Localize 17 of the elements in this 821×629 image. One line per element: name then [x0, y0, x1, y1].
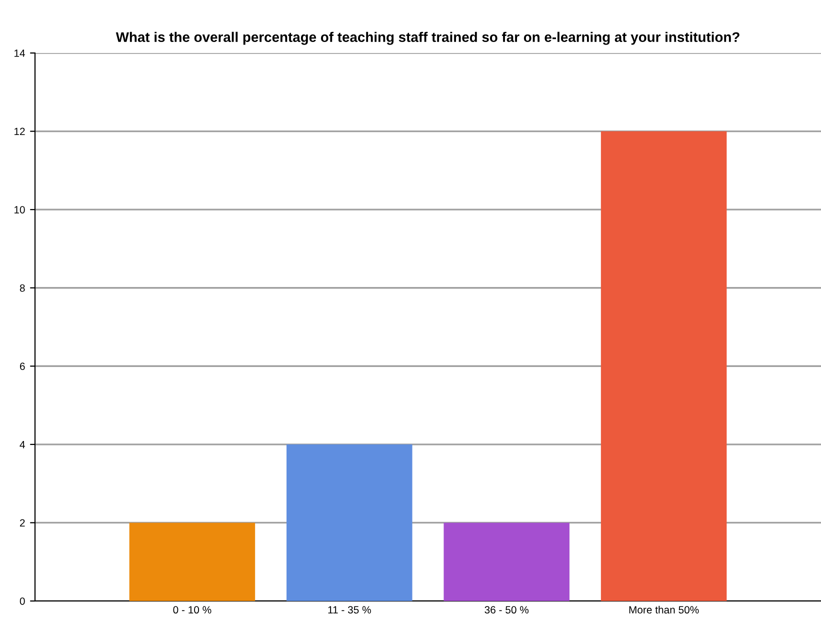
x-tick-label: More than 50%: [629, 606, 699, 614]
chart-title: What is the overall percentage of teaching staff trained so far on e-learning at your institution?: [116, 32, 740, 45]
y-tick-label: 14: [14, 50, 25, 57]
y-tick-label: 6: [20, 362, 25, 370]
bar: [286, 444, 412, 601]
y-tick-label: 10: [14, 206, 25, 214]
x-tick-label: 0 - 10 %: [173, 606, 212, 614]
y-tick-label: 0: [20, 598, 25, 605]
y-tick-label: 4: [20, 441, 25, 448]
y-tick-label: 2: [20, 519, 25, 526]
bar: [444, 522, 570, 601]
x-tick-label: 11 - 35 %: [328, 606, 371, 614]
bar: [129, 522, 256, 601]
bar: [600, 131, 727, 601]
y-tick-label: 12: [14, 128, 25, 136]
x-tick-label: 36 - 50 %: [484, 606, 529, 614]
y-tick-label: 8: [20, 284, 25, 292]
